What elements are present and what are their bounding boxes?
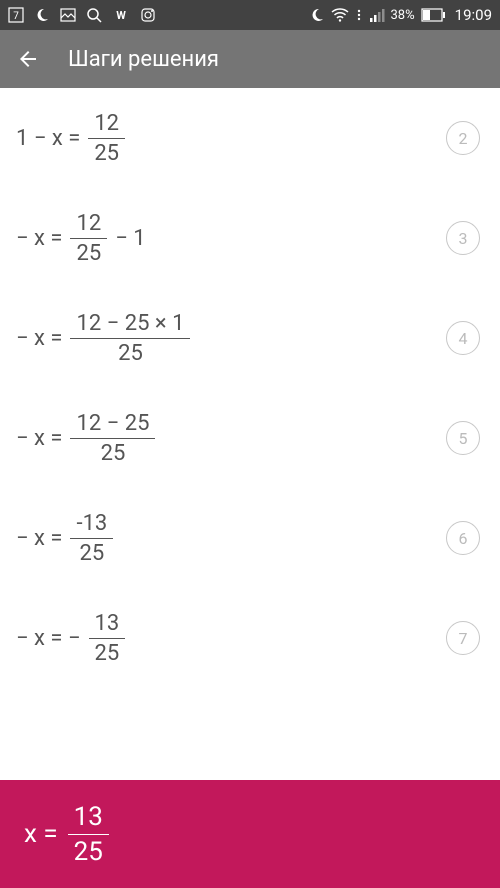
svg-text:W: W xyxy=(116,9,126,22)
step-row[interactable]: 1 − x = 12 25 2 xyxy=(0,88,500,188)
dnd-moon-icon xyxy=(309,7,325,23)
search-icon xyxy=(86,7,102,23)
fraction: 13 25 xyxy=(89,611,126,666)
status-bar: 7 W 38% 19:09 xyxy=(0,0,500,30)
step-row[interactable]: − x = − 13 25 7 xyxy=(0,588,500,688)
fraction: 13 25 xyxy=(68,802,109,867)
step-row[interactable]: − x = -13 25 6 xyxy=(0,488,500,588)
answer-bar: x = 13 25 xyxy=(0,780,500,888)
step-badge[interactable]: 7 xyxy=(446,621,480,655)
page-title: Шаги решения xyxy=(68,47,219,72)
eq-left: − x = − xyxy=(16,626,81,651)
battery-pct: 38% xyxy=(391,8,415,23)
step-row[interactable]: − x = 12 − 25 × 1 25 4 xyxy=(0,288,500,388)
fraction: -13 25 xyxy=(70,511,113,566)
app-icon-7plus: 7 xyxy=(8,7,24,23)
step-badge[interactable]: 4 xyxy=(446,321,480,355)
clock-time: 19:09 xyxy=(455,6,492,24)
step-badge[interactable]: 3 xyxy=(446,221,480,255)
eq-right: − 1 xyxy=(115,226,145,251)
image-icon xyxy=(60,7,76,23)
steps-content: 1 − x = 12 25 2 − x = 12 25 − 1 xyxy=(0,88,500,780)
equation: − x = 12 − 25 × 1 25 xyxy=(16,311,446,366)
cell-dots-icon xyxy=(355,7,363,23)
equation: 1 − x = 12 25 xyxy=(16,111,446,166)
svg-text:7: 7 xyxy=(13,11,19,22)
eq-left: − x = xyxy=(16,326,62,351)
eq-left: − x = xyxy=(16,226,62,251)
equation: − x = 12 25 − 1 xyxy=(16,211,446,266)
eq-left: 1 − x = xyxy=(16,126,80,151)
wifi-icon xyxy=(331,7,349,23)
eq-left: − x = xyxy=(16,526,62,551)
step-badge[interactable]: 2 xyxy=(446,121,480,155)
fraction: 12 25 xyxy=(88,111,125,166)
vk-icon: W xyxy=(112,7,130,23)
battery-icon xyxy=(421,8,445,22)
step-badge[interactable]: 6 xyxy=(446,521,480,555)
step-row[interactable]: − x = 12 − 25 25 5 xyxy=(0,388,500,488)
equation: − x = − 13 25 xyxy=(16,611,446,666)
status-right: 38% 19:09 xyxy=(309,6,493,24)
answer-left: x = xyxy=(24,819,58,849)
equation: − x = -13 25 xyxy=(16,511,446,566)
equation: − x = 12 − 25 25 xyxy=(16,411,446,466)
fraction: 12 − 25 × 1 25 xyxy=(70,311,190,366)
eq-left: − x = xyxy=(16,426,62,451)
back-button[interactable] xyxy=(16,47,40,71)
instagram-icon xyxy=(140,7,156,23)
fraction: 12 − 25 25 xyxy=(70,411,155,466)
fraction: 12 25 xyxy=(70,211,107,266)
status-left: 7 W xyxy=(8,7,156,23)
step-row[interactable]: − x = 12 25 − 1 3 xyxy=(0,188,500,288)
step-badge[interactable]: 5 xyxy=(446,421,480,455)
signal-icon xyxy=(369,7,385,23)
app-bar: Шаги решения xyxy=(0,30,500,88)
moon-icon xyxy=(34,7,50,23)
